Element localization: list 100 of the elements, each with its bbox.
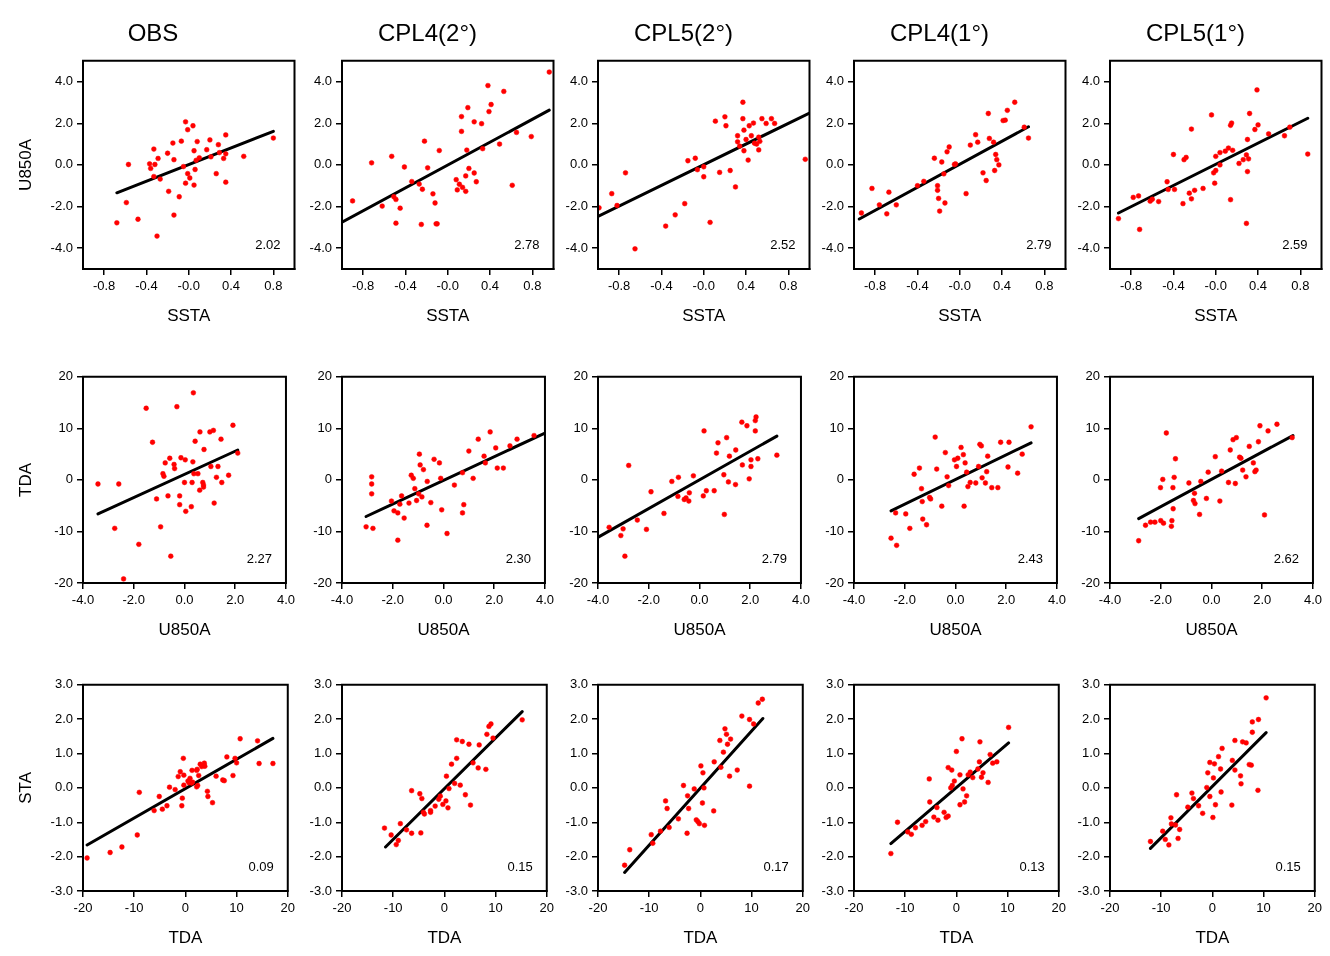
y-tick-label: 2.0 [54, 114, 73, 130]
chart-title: CPL4(1°) [890, 19, 989, 47]
annotation: 2.79 [761, 551, 787, 566]
x-tick-label: -10 [895, 900, 915, 916]
chart-title: CPL4(2°) [378, 19, 477, 47]
y-tick-label: 0 [1092, 471, 1100, 487]
annotation: 2.30 [505, 551, 531, 566]
y-tick-label: 3.0 [313, 676, 332, 692]
x-axis-title: TDA [939, 928, 975, 948]
x-tick-label: 0.8 [779, 278, 798, 294]
x-tick-label: -10 [124, 900, 144, 916]
y-tick-label: -20 [569, 574, 588, 590]
x-tick-label: -4.0 [330, 592, 354, 608]
y-tick-label: 0.0 [825, 156, 844, 172]
y-tick-label: 20 [317, 368, 332, 384]
x-tick-label: 0.8 [523, 278, 542, 294]
x-tick-label: 20 [1051, 900, 1066, 916]
y-tick-label: -2.0 [821, 848, 844, 864]
y-tick-label: 0 [324, 471, 332, 487]
x-axis-title: SSTA [167, 306, 211, 326]
x-tick-label: 10 [744, 900, 759, 916]
x-axis-title: U850A [929, 620, 983, 640]
x-tick-label: 0.8 [1291, 278, 1310, 294]
y-tick-label: 3.0 [569, 676, 588, 692]
y-tick-label: 4.0 [1081, 73, 1100, 89]
y-tick-label: -10 [569, 523, 588, 539]
annotation: 2.43 [1017, 551, 1043, 566]
x-tick-label: -2.0 [122, 592, 145, 608]
x-tick-label: -0.8 [863, 278, 887, 294]
y-tick-label: 0 [65, 471, 73, 487]
x-axis-title: U850A [673, 620, 727, 640]
y-tick-label: -20 [1081, 574, 1100, 590]
y-tick-label: -2.0 [1077, 198, 1100, 214]
x-tick-label: 0 [952, 900, 960, 916]
y-tick-label: -20 [825, 574, 844, 590]
y-tick-label: -2.0 [50, 848, 73, 864]
y-tick-label: 0.0 [569, 779, 588, 795]
x-tick-label: -0.8 [351, 278, 375, 294]
y-tick-label: -10 [54, 523, 73, 539]
x-tick-label: 4.0 [276, 592, 295, 608]
y-tick-label: -1.0 [309, 813, 332, 829]
x-tick-label: -2.0 [893, 592, 916, 608]
y-tick-label: -4.0 [821, 239, 844, 255]
annotation: 2.52 [770, 237, 796, 252]
x-tick-label: 4.0 [1303, 592, 1322, 608]
y-tick-label: -10 [825, 523, 844, 539]
annotation: 2.02 [255, 237, 281, 252]
y-tick-label: 2.0 [313, 114, 332, 130]
x-tick-label: -4.0 [842, 592, 866, 608]
y-tick-label: 0 [580, 471, 588, 487]
chart-title: OBS [127, 19, 179, 47]
x-axis-title: SSTA [1194, 306, 1238, 326]
y-tick-label: -3.0 [309, 882, 332, 898]
x-tick-label: 0.0 [1202, 592, 1221, 608]
x-tick-label: 2.0 [741, 592, 760, 608]
y-tick-label: -4.0 [309, 239, 332, 255]
x-tick-label: 2.0 [997, 592, 1016, 608]
x-tick-label: -0.0 [436, 278, 459, 294]
y-tick-label: 10 [317, 419, 332, 435]
y-tick-label: 2.0 [313, 710, 332, 726]
y-tick-label: 0.0 [569, 156, 588, 172]
annotation: 2.78 [514, 237, 540, 252]
y-tick-label: -2.0 [309, 198, 332, 214]
y-tick-label: 4.0 [825, 73, 844, 89]
y-tick-label: 0.0 [54, 779, 73, 795]
x-tick-label: -10 [1151, 900, 1171, 916]
x-tick-label: 10 [229, 900, 244, 916]
annotation: 0.15 [507, 859, 533, 874]
y-tick-label: 0.0 [313, 779, 332, 795]
y-tick-label: 20 [573, 368, 588, 384]
y-tick-label: 1.0 [1081, 745, 1100, 761]
x-tick-label: 20 [539, 900, 554, 916]
y-tick-label: 0.0 [825, 779, 844, 795]
y-tick-label: -10 [313, 523, 332, 539]
x-tick-label: 2.0 [1253, 592, 1272, 608]
x-tick-label: -0.4 [135, 278, 158, 294]
x-tick-label: -0.4 [650, 278, 673, 294]
x-tick-label: 0.0 [690, 592, 709, 608]
annotation: 2.62 [1273, 551, 1299, 566]
y-tick-label: -1.0 [50, 813, 73, 829]
y-tick-label: 3.0 [1081, 676, 1100, 692]
y-tick-label: 10 [829, 419, 844, 435]
x-tick-label: -0.4 [394, 278, 417, 294]
y-tick-label: -2.0 [821, 198, 844, 214]
x-axis-title: TDA [683, 928, 719, 948]
x-tick-label: 0 [696, 900, 704, 916]
x-axis-title: TDA [427, 928, 463, 948]
x-tick-label: -0.8 [92, 278, 116, 294]
y-tick-label: 0.0 [1081, 156, 1100, 172]
x-tick-label: 2.0 [226, 592, 245, 608]
y-tick-label: -10 [1081, 523, 1100, 539]
x-tick-label: 10 [488, 900, 503, 916]
y-tick-label: 4.0 [313, 73, 332, 89]
x-tick-label: -20 [588, 900, 608, 916]
y-tick-label: -3.0 [821, 882, 844, 898]
annotation: 0.09 [248, 859, 274, 874]
y-tick-label: 0.0 [313, 156, 332, 172]
chart-title: CPL5(2°) [634, 19, 733, 47]
x-tick-label: 2.0 [485, 592, 504, 608]
x-tick-label: 0.4 [993, 278, 1012, 294]
